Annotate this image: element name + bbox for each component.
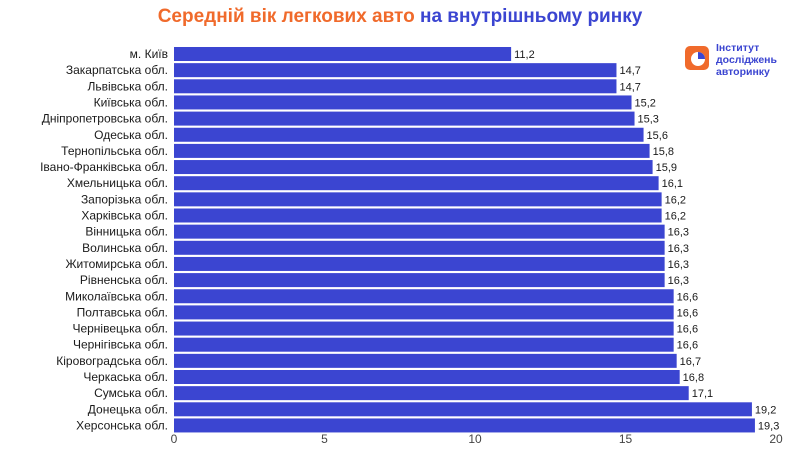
x-tick-label: 20 — [769, 432, 783, 446]
category-label: Тернопільська обл. — [61, 144, 168, 158]
bar — [174, 353, 677, 368]
value-label: 16,6 — [677, 307, 698, 319]
category-label: Житомирська обл. — [65, 257, 168, 271]
category-label: м. Київ — [130, 47, 168, 61]
category-labels-group: м. Київ Закарпатська обл. Львівська обл. Ки… — [40, 47, 168, 432]
bar — [174, 386, 689, 401]
institute-logo: Інститут досліджень авторинку — [684, 42, 794, 82]
bar — [174, 224, 665, 239]
category-label: Донецька обл. — [88, 402, 168, 416]
bar — [174, 402, 752, 417]
category-label: Кіровоградська обл. — [56, 354, 168, 368]
category-label: Одеська обл. — [94, 128, 168, 142]
category-label: Миколаївська обл. — [65, 289, 168, 303]
value-label: 16,1 — [662, 178, 683, 190]
category-label: Сумська обл. — [94, 386, 168, 400]
bar — [174, 143, 650, 158]
title-part-blue: на внутрішньому ринку — [419, 6, 643, 27]
value-label: 16,6 — [677, 340, 698, 352]
value-label: 19,2 — [755, 404, 776, 416]
bar — [174, 79, 617, 94]
bar — [174, 240, 665, 255]
value-label: 15,3 — [638, 114, 659, 126]
bar — [174, 95, 632, 110]
value-label: 16,3 — [668, 227, 689, 239]
category-label: Вінницька обл. — [85, 225, 168, 239]
logo-text: Інститут досліджень авторинку — [716, 42, 777, 78]
value-label: 15,9 — [656, 162, 677, 174]
category-label: Івано-Франківська обл. — [40, 160, 168, 174]
bar — [174, 47, 512, 61]
value-label: 16,2 — [665, 194, 686, 206]
value-label: 16,6 — [677, 291, 698, 303]
category-label: Хмельницька обл. — [67, 176, 168, 190]
bar — [174, 111, 635, 126]
bars-group — [174, 47, 755, 433]
category-label: Дніпропетровська обл. — [42, 112, 168, 126]
bar — [174, 305, 674, 320]
value-label: 16,2 — [665, 211, 686, 223]
bar — [174, 273, 665, 288]
category-label: Львівська обл. — [87, 79, 168, 93]
bar — [174, 176, 659, 191]
logo-mark-icon — [685, 46, 709, 70]
value-label: 15,2 — [635, 97, 656, 109]
category-label: Чернівецька обл. — [72, 322, 168, 336]
x-tick-label: 5 — [321, 432, 328, 446]
bar — [174, 370, 680, 384]
category-label: Полтавська обл. — [77, 305, 168, 319]
category-label: Запорізька обл. — [81, 192, 168, 206]
category-label: Харківська обл. — [81, 209, 168, 223]
bar — [174, 208, 662, 223]
value-label: 16,3 — [668, 243, 689, 255]
value-label: 14,7 — [619, 65, 640, 77]
bar — [174, 63, 617, 78]
bar — [174, 160, 653, 175]
category-label: Рівненська обл. — [80, 273, 168, 287]
value-label: 11,2 — [514, 49, 535, 61]
chart-title: Середній вік легкових авто на внутрішньо… — [0, 6, 800, 28]
category-label: Черкаська обл. — [83, 370, 168, 384]
bar — [174, 289, 674, 304]
category-label: Закарпатська обл. — [66, 63, 168, 77]
value-label: 16,6 — [677, 324, 698, 336]
x-tick-label: 15 — [619, 432, 633, 446]
value-label: 19,3 — [758, 420, 779, 432]
category-label: Волинська обл. — [82, 241, 168, 255]
value-labels-group: 11,2 14,7 14,7 15,2 15,3 15,6 15,8 15,9 16,1 16,2… — [514, 49, 779, 432]
bar — [174, 321, 674, 336]
logo-line-1: Інститут — [716, 42, 760, 54]
value-label: 16,3 — [668, 259, 689, 271]
bar — [174, 418, 755, 433]
value-label: 15,8 — [653, 146, 674, 158]
category-label: Чернігівська обл. — [73, 338, 168, 352]
value-label: 16,3 — [668, 275, 689, 287]
value-label: 15,6 — [647, 130, 668, 142]
category-label: Херсонська обл. — [76, 418, 168, 432]
x-tick-label: 0 — [171, 432, 178, 446]
bar — [174, 127, 644, 142]
category-label: Київська обл. — [94, 95, 168, 109]
logo-line-2: досліджень — [716, 54, 777, 66]
value-label: 16,8 — [683, 372, 704, 384]
x-axis-ticks-group: 0 5 10 15 20 — [171, 432, 783, 446]
bar — [174, 256, 665, 271]
bar — [174, 337, 674, 352]
title-part-orange: Середній вік легкових авто — [157, 6, 415, 27]
value-label: 16,7 — [680, 356, 701, 368]
value-label: 17,1 — [692, 388, 713, 400]
x-tick-label: 10 — [468, 432, 482, 446]
bar — [174, 192, 662, 207]
logo-line-3: авторинку — [716, 66, 770, 78]
value-label: 14,7 — [619, 81, 640, 93]
